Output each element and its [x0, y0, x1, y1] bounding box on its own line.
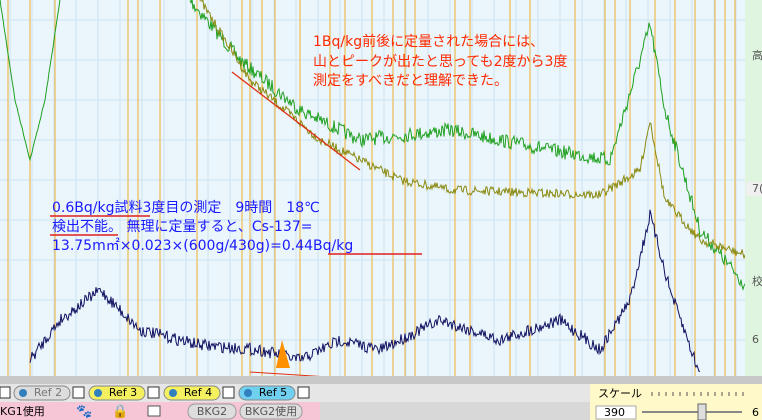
- buttons: KG1使用 🐾 🔒 BKG2 BKG2使用: [0, 403, 303, 420]
- note-line: 検出不能。 無理に定量すると、Cs-137=: [52, 219, 312, 235]
- ref-controls: Ref 2 Ref 3 Ref 4 Ref 5: [0, 385, 310, 401]
- button-label: BKG2使用: [245, 405, 297, 418]
- bkg2-button[interactable]: [187, 403, 237, 420]
- checkbox[interactable]: [147, 386, 160, 399]
- peak-marker: [276, 340, 290, 368]
- curves: [0, 0, 746, 372]
- side-label: 高: [752, 48, 762, 62]
- ref-button[interactable]: [238, 385, 296, 401]
- paw-icon[interactable]: 🐾: [76, 405, 92, 420]
- checkbox[interactable]: [72, 386, 85, 399]
- spectrum-curve: [189, 0, 746, 292]
- blue-note: 0.6Bq/kg試料3度目の測定 9時間 18℃ 検出不能。 無理に定量すると、…: [52, 200, 353, 254]
- button-label[interactable]: KG1使用: [0, 405, 45, 418]
- red-note: 1Bq/kg前後に定量された場合には、 山とピークが出たと思っても2度から3度 …: [313, 33, 567, 89]
- trend-line: [231, 71, 361, 171]
- note-line: 1Bq/kg前後に定量された場合には、: [313, 33, 544, 50]
- ref-label: Ref 2: [34, 386, 62, 399]
- slider-thumb[interactable]: [697, 403, 707, 420]
- underlines: [50, 215, 422, 255]
- ref-icon: [244, 389, 252, 397]
- spectrum-curve: [29, 209, 701, 372]
- bkg2-use-button[interactable]: [239, 403, 303, 420]
- scale-label: スケール: [598, 387, 642, 400]
- checkbox[interactable]: [297, 386, 310, 399]
- print-icon[interactable]: [147, 405, 161, 417]
- side-label: 7(: [752, 182, 762, 195]
- ref-button[interactable]: [88, 385, 146, 401]
- slider-end: 6: [752, 406, 759, 419]
- checkbox[interactable]: [0, 386, 11, 399]
- checkbox[interactable]: [222, 386, 235, 399]
- ref-label: Ref 3: [109, 386, 137, 399]
- ref-icon: [94, 389, 102, 397]
- note-line: 0.6Bq/kg試料3度目の測定 9時間 18℃: [52, 200, 320, 216]
- note-line: 山とピークが出たと思っても2度から3度: [313, 54, 567, 70]
- grid: [0, 0, 745, 376]
- side-labels: 高 7( 校 6: [746, 48, 762, 346]
- separator: [0, 376, 762, 384]
- spectrum-curve: [0, 0, 61, 162]
- scale-value: 390: [604, 406, 625, 419]
- ref-button[interactable]: [163, 385, 221, 401]
- ref-icon: [19, 389, 27, 397]
- spectrum-curve: [199, 0, 746, 259]
- side-label: 6: [752, 333, 759, 346]
- side-label: 校: [752, 274, 762, 288]
- ref-button[interactable]: [13, 385, 71, 401]
- ref-label: Ref 4: [184, 386, 212, 399]
- ref-icon: [169, 389, 177, 397]
- scale-value-box: [595, 405, 637, 420]
- ref-label: Ref 5: [259, 386, 287, 399]
- note-line: 測定をすべきだと理解できた。: [313, 73, 508, 89]
- button-label: BKG2: [197, 405, 227, 418]
- lock-icon[interactable]: 🔒: [112, 405, 128, 420]
- note-line: 13.75m㎡×0.023×(600g/430g)=0.44Bq/kg: [52, 238, 353, 254]
- scale-ticks: [651, 392, 744, 396]
